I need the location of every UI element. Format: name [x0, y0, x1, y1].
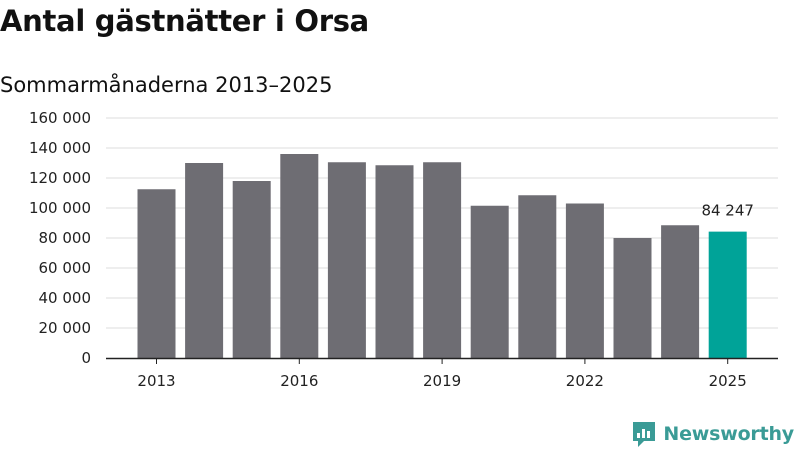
brand-footer: Newsworthy [631, 418, 794, 450]
brand-name: Newsworthy [663, 423, 794, 445]
x-tick-label: 2022 [566, 372, 604, 390]
bar [470, 205, 509, 358]
chart-subtitle: Sommarmånaderna 2013–2025 [0, 73, 333, 97]
x-tick-label: 2016 [280, 372, 318, 390]
chart-title: Antal gästnätter i Orsa [0, 4, 369, 38]
y-tick-label: 20 000 [39, 319, 92, 337]
bar [185, 163, 224, 358]
data-label-2025: 84 247 [701, 202, 754, 220]
newsworthy-logo-icon [633, 422, 656, 447]
y-tick-label: 160 000 [29, 109, 91, 127]
bar [280, 154, 319, 358]
bar [613, 238, 652, 358]
bar [375, 165, 414, 358]
y-tick-label: 0 [81, 349, 91, 367]
bar [232, 181, 271, 358]
x-tick-label: 2013 [137, 372, 175, 390]
bar [137, 189, 176, 358]
x-tick-label: 2019 [423, 372, 461, 390]
bar [518, 195, 557, 358]
y-tick-label: 140 000 [29, 139, 91, 157]
bar [327, 162, 366, 358]
y-tick-label: 60 000 [39, 259, 92, 277]
y-tick-label: 120 000 [29, 169, 91, 187]
x-tick-label: 2025 [709, 372, 747, 390]
bar [708, 231, 747, 358]
bar [661, 225, 700, 358]
y-tick-label: 80 000 [39, 229, 92, 247]
bar [423, 162, 462, 358]
y-tick-label: 100 000 [29, 199, 91, 217]
bar [565, 203, 604, 358]
y-tick-label: 40 000 [39, 289, 92, 307]
